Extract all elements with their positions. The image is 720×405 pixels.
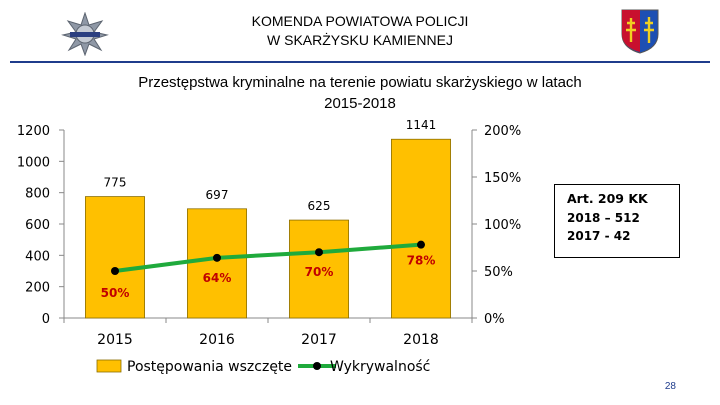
bar [391, 138, 451, 319]
x-tick-label: 2018 [403, 332, 439, 348]
y-right-tick-label: 0% [484, 312, 505, 327]
legend-bar-label: Postępowania wszczęte [127, 359, 292, 375]
chart-title-line-1: Przestępstwa kryminalne na terenie powia… [138, 74, 582, 91]
line-value-label: 64% [203, 271, 232, 285]
bar [289, 219, 349, 319]
bar-value-label: 1141 [406, 118, 437, 132]
police-star-logo [58, 11, 112, 57]
y-left-tick-label: 1000 [17, 155, 50, 170]
art-209-line-2017: 2017 - 42 [567, 229, 631, 243]
y-left-tick-label: 800 [25, 187, 50, 202]
chart-title: Przestępstwa kryminalne na terenie powia… [60, 72, 660, 114]
x-tick-label: 2016 [199, 332, 235, 348]
y-right-tick-label: 150% [484, 171, 521, 186]
art-209-line-2018: 2018 – 512 [567, 211, 640, 225]
bar-value-label: 697 [206, 188, 229, 202]
y-right-tick-label: 200% [484, 124, 521, 139]
legend-line-label: Wykrywalność [330, 359, 430, 375]
line-marker [213, 253, 221, 262]
page-number: 28 [664, 381, 676, 392]
legend-line-marker [313, 362, 321, 370]
y-left-tick-label: 400 [25, 249, 50, 264]
art-209-heading: Art. 209 KK [567, 191, 648, 206]
y-left-tick-label: 0 [42, 312, 50, 327]
coat-of-arms-logo [620, 8, 660, 54]
header-divider [10, 61, 710, 63]
bar-value-label: 775 [104, 176, 127, 190]
y-right-tick-label: 100% [484, 218, 521, 233]
art-209-box: Art. 209 KK 2018 – 512 2017 - 42 [554, 184, 680, 258]
chart-title-line-2: 2015-2018 [324, 95, 396, 112]
y-left-tick-label: 600 [25, 218, 50, 233]
line-value-label: 50% [101, 286, 130, 300]
x-tick-label: 2015 [97, 332, 133, 348]
header-line-1: KOMENDA POWIATOWA POLICJI [251, 13, 469, 29]
line-value-label: 78% [407, 254, 436, 268]
header-line-2: W SKARŻYSKU KAMIENNEJ [267, 32, 453, 48]
legend-bar-swatch [96, 359, 122, 373]
x-tick-label: 2017 [301, 332, 337, 348]
bar [187, 208, 247, 319]
header-title: KOMENDA POWIATOWA POLICJI W SKARŻYSKU KA… [190, 12, 530, 50]
bar-value-label: 625 [308, 199, 331, 213]
y-left-tick-label: 200 [25, 281, 50, 296]
line-value-label: 70% [305, 265, 334, 279]
line-marker [111, 267, 119, 275]
line-series [114, 242, 422, 273]
y-right-tick-label: 50% [484, 265, 513, 280]
line-marker [315, 248, 323, 257]
bar [85, 196, 145, 319]
y-left-tick-label: 1200 [17, 124, 50, 139]
line-marker [417, 240, 425, 249]
